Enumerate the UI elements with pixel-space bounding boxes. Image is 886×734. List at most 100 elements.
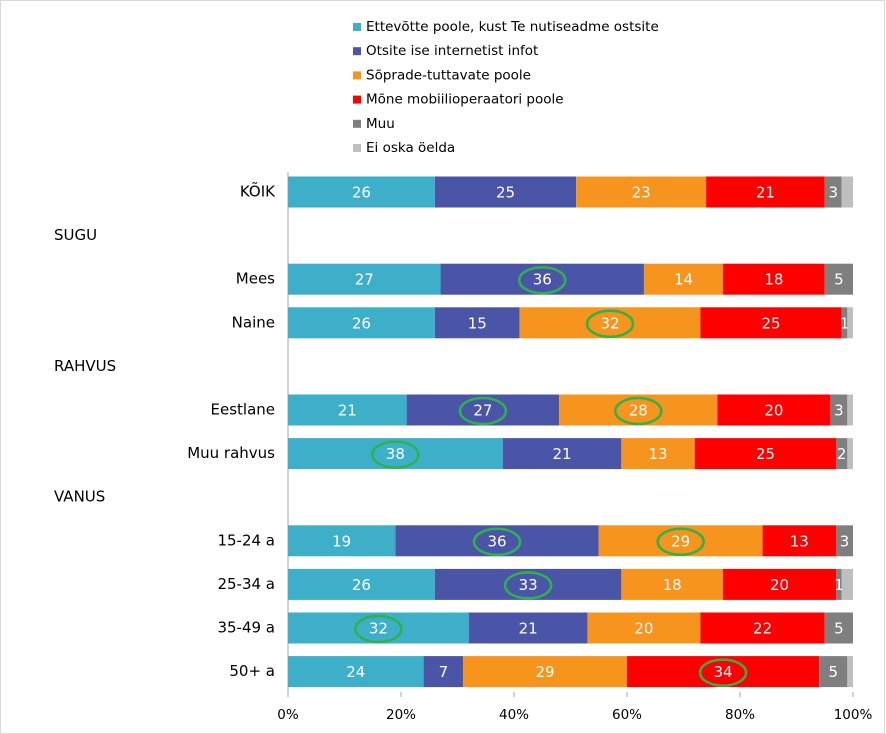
value-label: 36: [488, 532, 507, 550]
bar-segment: [706, 176, 825, 208]
value-label: 26: [352, 184, 371, 202]
bar-segment: [717, 394, 831, 426]
bar-segment: [847, 394, 853, 426]
category-label: KÕIK: [240, 182, 276, 201]
bar-segment: [841, 307, 848, 339]
bar-segment: [288, 438, 503, 470]
category-label: Eestlane: [211, 401, 276, 419]
bar-segment: [700, 307, 842, 339]
bar-segment: [836, 525, 853, 557]
value-label: 25: [496, 184, 515, 202]
value-label: 3: [828, 184, 838, 202]
bar-segment: [434, 176, 577, 208]
bar-segment: [847, 307, 853, 339]
value-label: 26: [352, 314, 371, 332]
legend-label: Mõne mobiilioperaatori poole: [366, 92, 564, 108]
bar-segment: [463, 656, 627, 688]
bar-segment: [836, 568, 842, 600]
legend-swatch: [353, 119, 361, 128]
bar-segment: [434, 307, 520, 339]
x-tick-label: 40%: [499, 707, 529, 723]
value-label: 14: [674, 271, 693, 289]
value-label: 21: [552, 445, 571, 463]
x-tick-label: 100%: [834, 707, 873, 723]
bar-segment: [723, 263, 825, 295]
category-label: Naine: [232, 313, 275, 331]
bar-segment: [423, 656, 464, 688]
category-label: 15-24 a: [217, 531, 275, 549]
bar-segment: [824, 176, 842, 208]
value-label: 27: [355, 271, 374, 289]
bar-segment: [830, 394, 848, 426]
value-label: 21: [756, 184, 775, 202]
group-label: VANUS: [54, 488, 105, 506]
value-label: 21: [519, 620, 538, 638]
value-label: 34: [714, 663, 733, 681]
highlight-circle: [472, 527, 522, 557]
legend-swatch: [353, 144, 361, 152]
bar-segment: [406, 394, 560, 426]
value-label: 29: [536, 663, 555, 681]
bar-segment: [841, 176, 853, 208]
category-label: 35-49 a: [217, 619, 275, 637]
legend-label: Ettevõtte poole, kust Te nutiseadme osts…: [366, 19, 659, 35]
legend-label: Muu: [366, 116, 395, 132]
value-label: 36: [533, 271, 552, 289]
bar-segment: [434, 568, 622, 600]
value-label: 5: [834, 620, 844, 638]
bar-segment: [836, 438, 848, 470]
bar-segment: [643, 263, 724, 295]
value-label: 18: [663, 576, 682, 594]
bar-segment: [847, 438, 853, 470]
bar-segment: [700, 612, 825, 644]
bar-segment: [621, 568, 724, 600]
value-label: 25: [756, 445, 775, 463]
group-label: RAHVUS: [54, 357, 116, 375]
highlight-circle: [354, 614, 403, 644]
category-label: Mees: [236, 270, 275, 288]
bar-segment: [288, 263, 441, 295]
value-label: 15: [468, 314, 487, 332]
value-label: 33: [519, 576, 538, 594]
bar-segment: [762, 525, 837, 557]
bar-segment: [841, 568, 853, 600]
value-label: 5: [834, 271, 844, 289]
value-label: 3: [834, 402, 844, 420]
x-tick-label: 60%: [612, 707, 642, 723]
highlight-circle: [698, 658, 748, 687]
highlight-circle: [503, 571, 553, 600]
group-label: SUGU: [54, 226, 97, 244]
value-label: 1: [834, 576, 844, 594]
bar-segment: [288, 525, 396, 557]
value-label: 7: [439, 663, 449, 681]
x-tick-label: 0%: [277, 707, 299, 723]
bar-segment: [598, 525, 763, 557]
bar-segment: [395, 525, 599, 557]
bar-segment: [288, 568, 435, 600]
value-label: 13: [649, 445, 668, 463]
bar-segment: [288, 394, 407, 426]
highlight-circle: [371, 440, 420, 469]
bar-segment: [288, 307, 435, 339]
value-label: 19: [332, 532, 351, 550]
bar-segment: [288, 176, 435, 208]
category-label: Muu rahvus: [187, 444, 275, 462]
bar-segment: [847, 656, 853, 688]
x-tick-label: 20%: [386, 707, 416, 723]
bar-segment: [824, 263, 853, 295]
bar-segment: [587, 612, 701, 644]
bar-segment: [627, 656, 820, 688]
bar-segment: [468, 612, 588, 644]
bar-segment: [440, 263, 644, 295]
value-label: 20: [764, 402, 783, 420]
bar-segment: [824, 612, 853, 644]
value-label: 2: [837, 445, 847, 463]
highlight-circle: [458, 396, 508, 426]
legend-swatch: [353, 71, 361, 80]
bar-segment: [723, 568, 837, 600]
highlight-circle: [614, 396, 663, 426]
highlight-circle: [656, 527, 705, 557]
bar-segment: [559, 394, 718, 426]
value-label: 38: [386, 445, 405, 463]
